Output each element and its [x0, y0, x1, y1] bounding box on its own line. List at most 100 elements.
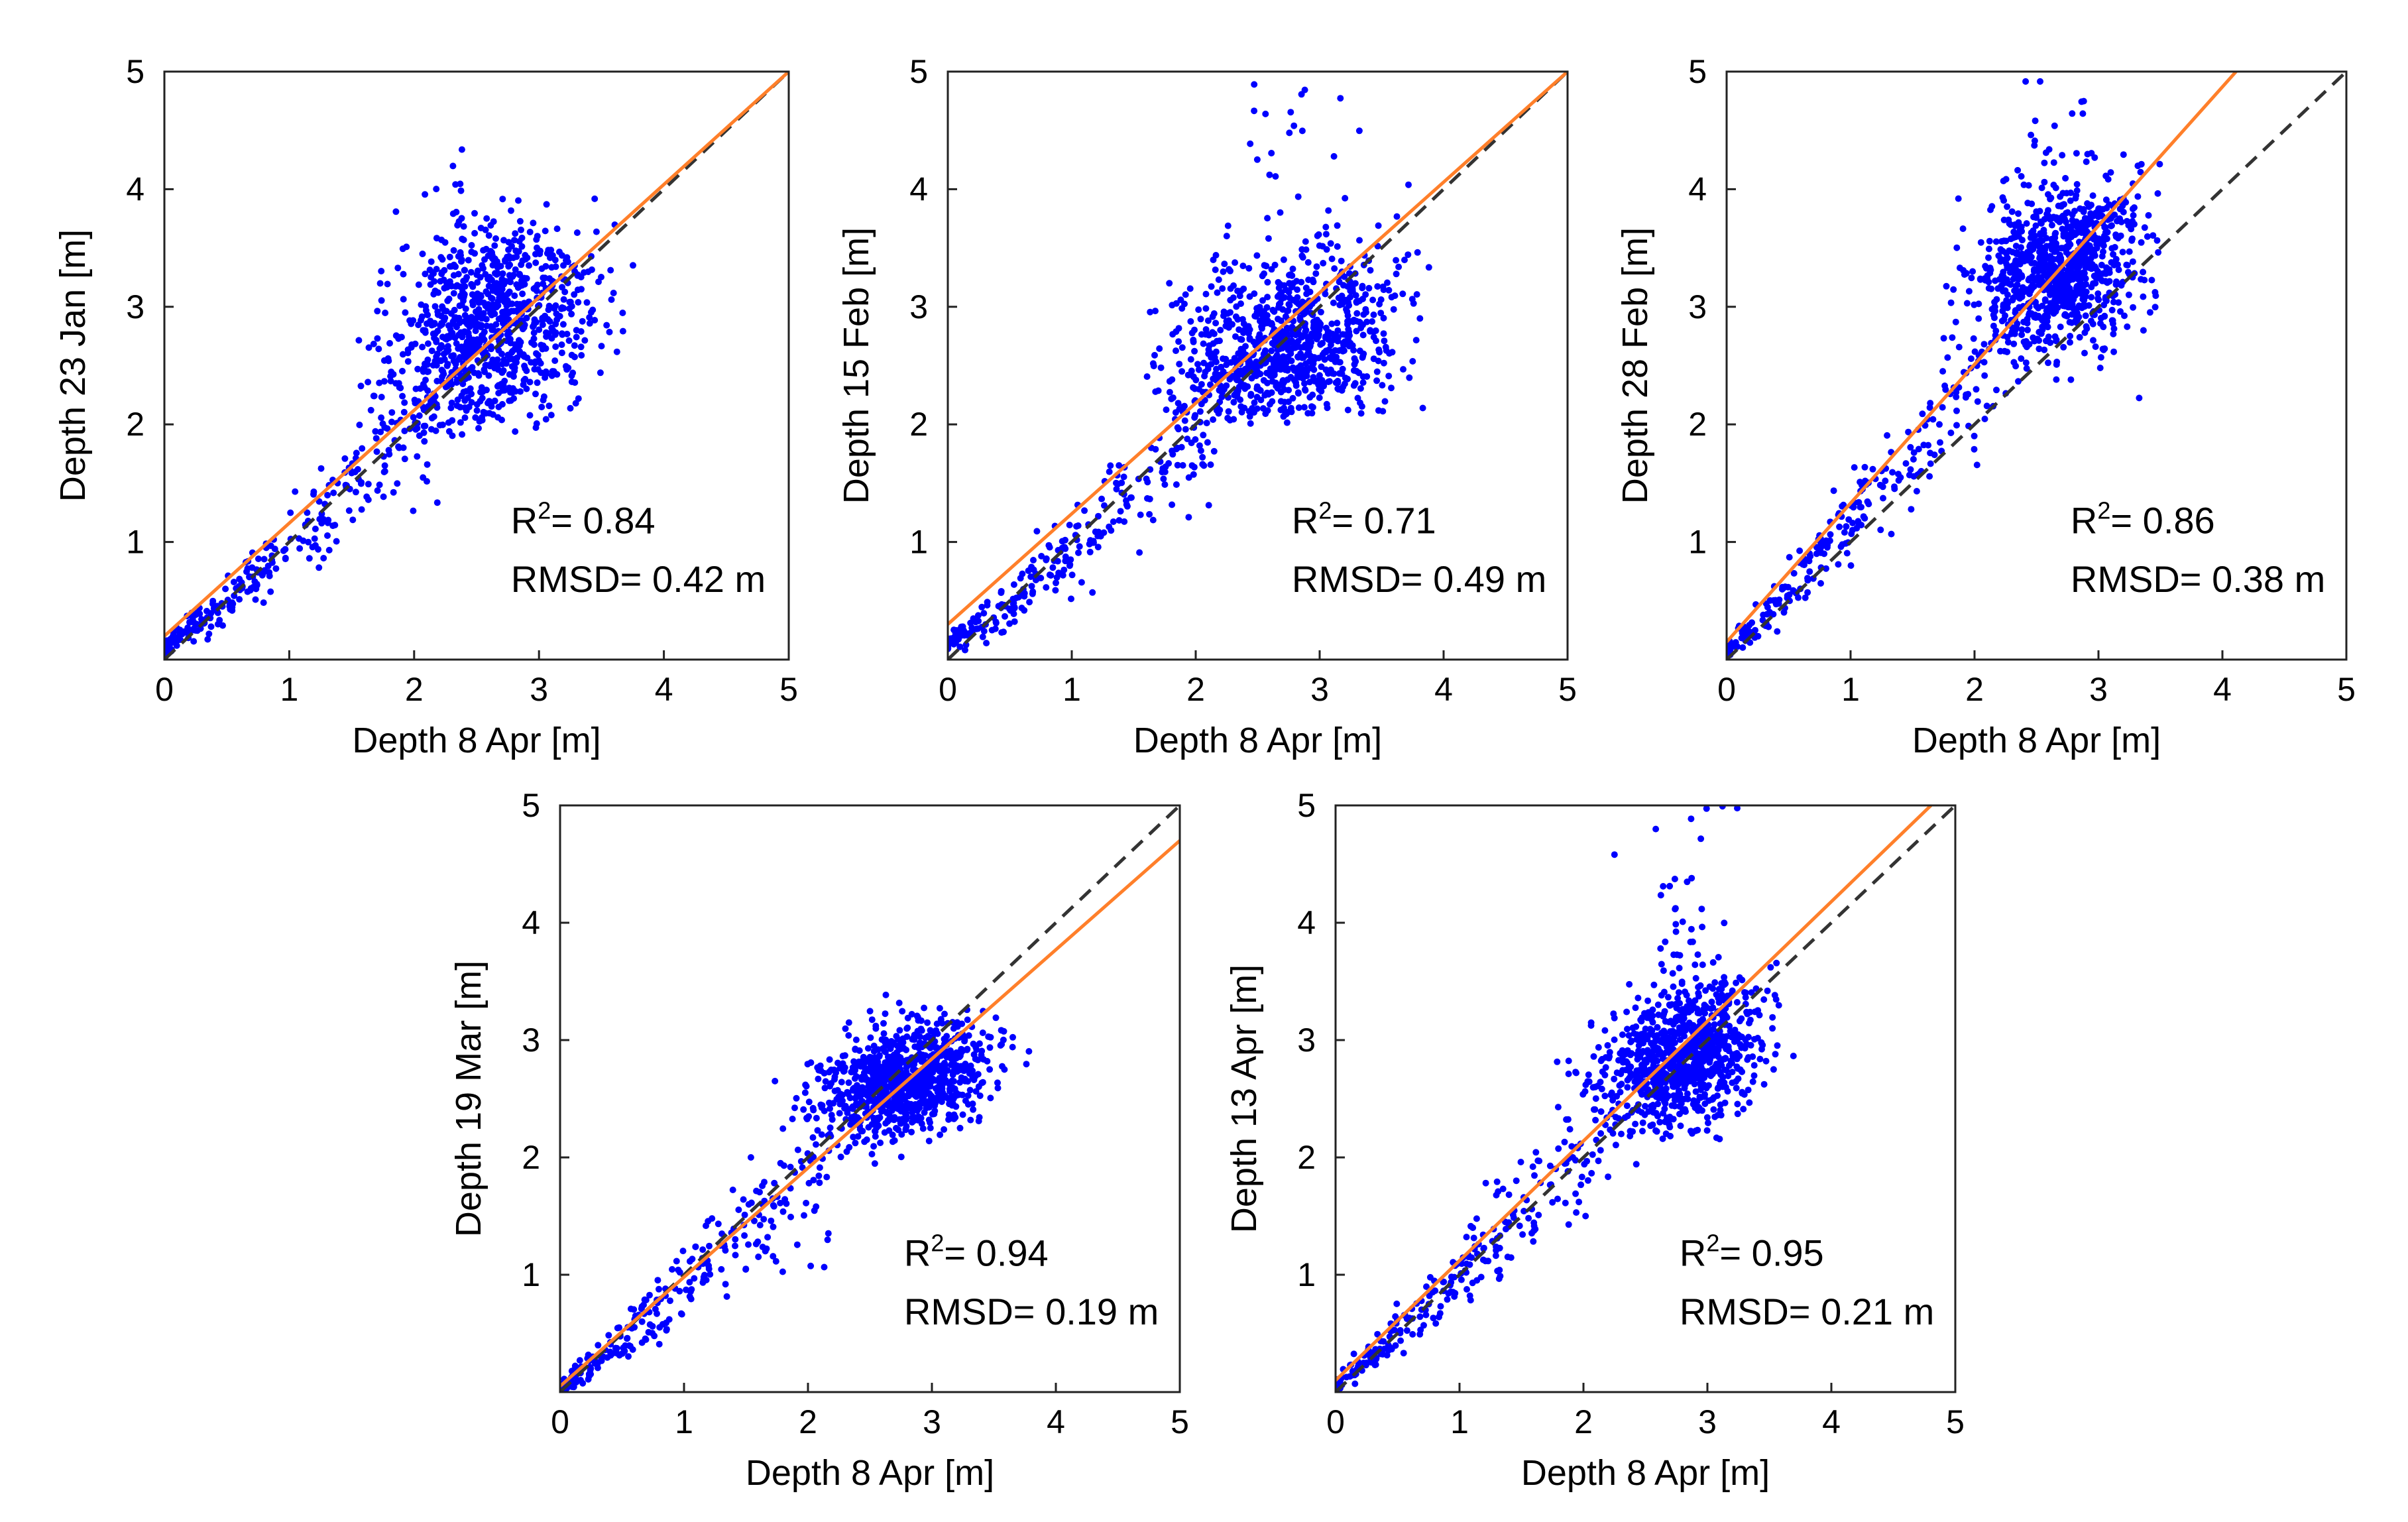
data-point — [1213, 366, 1220, 373]
data-point — [410, 317, 416, 323]
data-point — [378, 268, 384, 274]
data-point — [1001, 1066, 1007, 1073]
data-point — [1160, 475, 1167, 482]
data-point — [2033, 212, 2039, 219]
data-point — [1262, 111, 1269, 117]
data-point — [1089, 589, 1096, 596]
data-point — [1045, 542, 1052, 549]
data-point — [1194, 361, 1201, 367]
data-point — [1182, 291, 1189, 298]
r-squared-symbol: R — [904, 1232, 931, 1274]
data-point — [434, 499, 441, 506]
data-point — [610, 290, 617, 296]
data-point — [2074, 181, 2081, 188]
data-point — [451, 247, 457, 254]
data-point — [330, 490, 337, 497]
data-point — [827, 1056, 833, 1063]
data-point — [2075, 257, 2082, 263]
data-point — [1242, 366, 1249, 373]
data-point — [282, 555, 289, 561]
data-point — [2090, 192, 2096, 199]
data-point — [903, 1126, 909, 1132]
data-point — [2101, 313, 2108, 320]
data-point — [1214, 290, 1221, 296]
data-point — [329, 522, 336, 529]
data-point — [1266, 172, 1273, 178]
data-point — [954, 628, 961, 634]
data-point — [1375, 347, 1382, 353]
data-point — [950, 1085, 956, 1092]
data-point — [506, 398, 512, 404]
data-point — [1204, 420, 1210, 426]
y-tick-label: 3 — [1688, 288, 1707, 325]
data-point — [560, 262, 567, 268]
data-point — [1269, 398, 1275, 405]
data-point — [1395, 264, 1402, 270]
data-point — [1927, 400, 1933, 406]
data-point — [574, 229, 581, 236]
data-point — [478, 323, 485, 330]
data-point — [791, 1104, 798, 1111]
data-point — [864, 1066, 871, 1073]
data-point — [1180, 462, 1186, 469]
data-point — [656, 1341, 663, 1348]
data-point — [2036, 274, 2043, 281]
data-point — [1168, 396, 1175, 402]
data-point — [1052, 587, 1059, 594]
data-point — [842, 1025, 849, 1032]
data-point — [1328, 321, 1335, 327]
data-point — [2098, 262, 2105, 268]
data-point — [2053, 377, 2059, 383]
data-point — [566, 337, 573, 344]
x-axis-label: Depth 8 Apr [m] — [1912, 721, 2161, 760]
data-point — [572, 1363, 579, 1370]
data-point — [2037, 231, 2043, 238]
data-point — [898, 1153, 905, 1160]
data-point — [735, 1206, 742, 1213]
data-point — [1786, 554, 1793, 561]
data-point — [1360, 379, 1367, 386]
data-point — [537, 248, 544, 255]
data-point — [254, 581, 260, 587]
data-point — [1969, 268, 1976, 275]
data-point — [810, 1177, 817, 1183]
data-point — [926, 1116, 933, 1123]
data-point — [2008, 235, 2014, 242]
data-point — [1295, 354, 1302, 361]
data-point — [513, 253, 520, 260]
data-point — [312, 526, 319, 532]
data-point — [838, 1079, 845, 1085]
data-point — [853, 1037, 860, 1043]
data-point — [474, 401, 481, 408]
data-point — [479, 262, 485, 268]
data-point — [402, 310, 408, 316]
data-point — [755, 1254, 762, 1260]
x-tick-label: 2 — [405, 671, 424, 708]
data-point — [2148, 277, 2155, 284]
data-point — [1884, 432, 1890, 439]
data-point — [371, 392, 378, 399]
x-tick-label: 0 — [551, 1403, 569, 1440]
data-point — [2126, 249, 2133, 255]
data-point — [425, 340, 431, 347]
data-point — [970, 1100, 976, 1107]
data-point — [1989, 306, 1996, 312]
data-point — [1225, 223, 1232, 229]
data-point — [2042, 298, 2049, 304]
fit-line — [1727, 72, 2236, 642]
r-squared-symbol: R — [511, 499, 538, 541]
data-point — [521, 300, 528, 306]
data-point — [1993, 386, 2000, 393]
data-point — [560, 321, 567, 327]
data-point — [825, 1236, 831, 1243]
data-point — [608, 296, 615, 303]
data-point — [388, 409, 395, 416]
data-point — [1127, 495, 1134, 501]
data-point — [499, 196, 506, 202]
data-point — [1416, 315, 1423, 322]
data-point — [1339, 387, 1346, 394]
data-point — [1349, 286, 1356, 292]
data-point — [2031, 142, 2037, 148]
data-point — [647, 1321, 654, 1328]
data-point — [2120, 209, 2127, 215]
